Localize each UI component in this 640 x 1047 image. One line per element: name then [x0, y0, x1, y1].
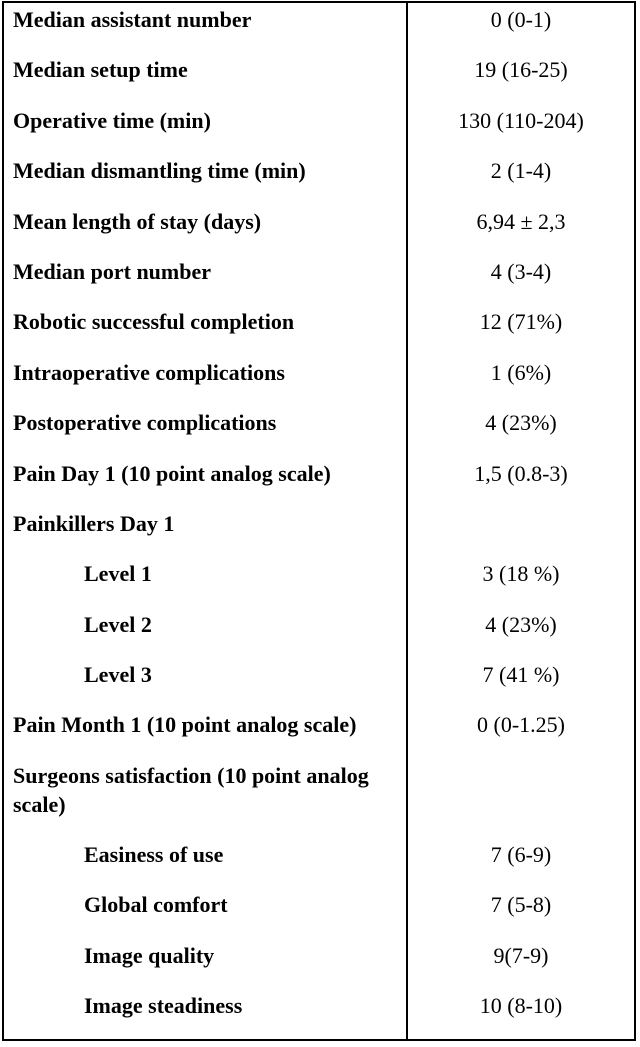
row-label: Level 3	[4, 658, 408, 709]
row-value: 4 (23%)	[485, 410, 557, 436]
table-row: Global comfort 7 (5-8)	[4, 888, 634, 939]
row-value: 3 (18 %)	[482, 561, 560, 587]
row-label: Median assistant number	[4, 3, 408, 54]
row-value	[408, 507, 634, 557]
row-value: 0 (0-1)	[490, 7, 552, 32]
row-value	[408, 759, 634, 838]
table-row: Image steadiness 10 (8-10)	[4, 989, 634, 1040]
row-label: Intraoperative complications	[4, 355, 408, 407]
row-value: 9(7-9)	[493, 942, 549, 968]
row-value: 1,5 (0.8-3)	[474, 460, 568, 486]
row-label: Median setup time	[4, 53, 408, 104]
table-row: Level 1 3 (18 %)	[4, 557, 634, 608]
row-label: Easiness of use	[4, 837, 408, 889]
table-row: Operative time (min) 130 (110-204)	[4, 103, 634, 155]
row-value: 12 (71%)	[479, 309, 563, 335]
table-row: Level 3 7 (41 %)	[4, 658, 634, 709]
row-label: Level 1	[4, 557, 408, 608]
table-row: Painkillers Day 1	[4, 506, 634, 558]
row-label: Pain Month 1 (10 point analog scale)	[4, 708, 408, 759]
table-row: Postoperative complications 4 (23%)	[4, 406, 634, 457]
row-value: 19 (16-25)	[474, 57, 568, 83]
row-label: Painkillers Day 1	[4, 506, 408, 558]
row-label: Postoperative complications	[4, 406, 408, 457]
table-row: Easiness of use 7 (6-9)	[4, 837, 634, 889]
row-value: 7 (41 %)	[482, 662, 560, 688]
table-row: Surgeons satisfaction (10 point analog s…	[4, 758, 634, 838]
table-row: Pain Month 1 (10 point analog scale) 0 (…	[4, 708, 634, 759]
table-row: Median port number 4 (3-4)	[4, 254, 634, 306]
row-label: Median dismantling time (min)	[4, 154, 408, 205]
table-row: Median dismantling time (min) 2 (1-4)	[4, 154, 634, 205]
row-label: Median port number	[4, 254, 408, 306]
row-value: 7 (6-9)	[490, 841, 552, 867]
row-value: 130 (110-204)	[458, 107, 584, 133]
row-value: 6,94 ± 2,3	[476, 208, 566, 234]
row-value: 10 (8-10)	[479, 993, 563, 1019]
table-row: Robotic successful completion 12 (71%)	[4, 305, 634, 356]
row-value: 7 (5-8)	[490, 892, 552, 918]
row-label: Pain Day 1 (10 point analog scale)	[4, 456, 408, 507]
row-label: Operative time (min)	[4, 103, 408, 155]
table-row: Median setup time 19 (16-25)	[4, 53, 634, 104]
table-row: Mean length of stay (days) 6,94 ± 2,3	[4, 204, 634, 255]
row-label: Image quality	[4, 938, 408, 990]
table-row: Pain Day 1 (10 point analog scale) 1,5 (…	[4, 456, 634, 507]
table-row: Intraoperative complications 1 (6%)	[4, 355, 634, 407]
row-label: Surgeons satisfaction (10 point analog s…	[4, 758, 408, 838]
row-value: 2 (1-4)	[490, 158, 552, 184]
row-value: 1 (6%)	[490, 359, 552, 385]
row-label: Robotic successful completion	[4, 305, 408, 356]
row-label: Image steadiness	[4, 989, 408, 1040]
row-label: Global comfort	[4, 888, 408, 939]
table-row: Image quality 9(7-9)	[4, 938, 634, 990]
row-value: 4 (23%)	[485, 611, 557, 637]
row-value: 0 (0-1.25)	[477, 712, 565, 738]
table-row: Median assistant number 0 (0-1)	[4, 3, 634, 54]
table-row: Level 2 4 (23%)	[4, 607, 634, 659]
row-value: 4 (3-4)	[490, 258, 552, 284]
row-label: Level 2	[4, 607, 408, 659]
row-label: Mean length of stay (days)	[4, 204, 408, 255]
